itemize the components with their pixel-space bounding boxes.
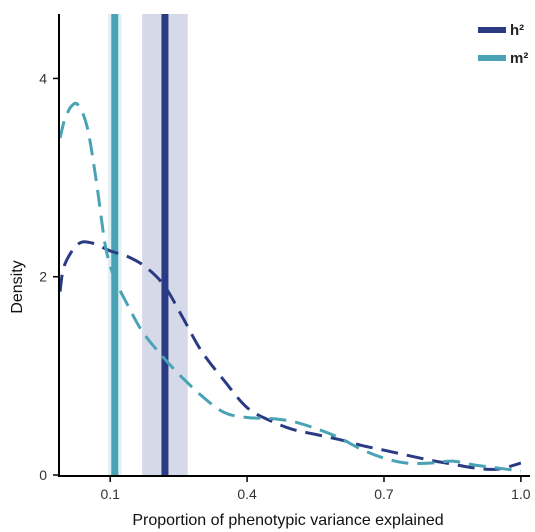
x-tick-label: 0.7 xyxy=(374,486,394,502)
density-curves xyxy=(58,101,522,473)
x-tick-label: 1.0 xyxy=(511,486,531,502)
m2-density-curve xyxy=(58,101,522,473)
interval-bands xyxy=(107,14,188,475)
y-tick-label: 0 xyxy=(39,467,47,483)
legend: h² m² xyxy=(478,22,528,67)
y-tick-label: 2 xyxy=(39,269,47,285)
x-axis-label: Proportion of phenotypic variance explai… xyxy=(132,512,443,529)
h2-legend-label: h² xyxy=(510,22,524,39)
h2-density-curve xyxy=(58,240,522,471)
y-tick-label: 4 xyxy=(39,70,47,86)
m2-legend-label: m² xyxy=(510,50,528,67)
x-tick-label: 0.1 xyxy=(100,486,120,502)
axes xyxy=(58,14,530,477)
estimate-lines xyxy=(111,14,169,475)
x-ticks: 0.1 0.4 0.7 1.0 xyxy=(100,476,531,502)
x-tick-label: 0.4 xyxy=(237,486,257,502)
y-ticks: 0 2 4 xyxy=(39,70,59,483)
y-axis-label: Density xyxy=(9,260,26,313)
